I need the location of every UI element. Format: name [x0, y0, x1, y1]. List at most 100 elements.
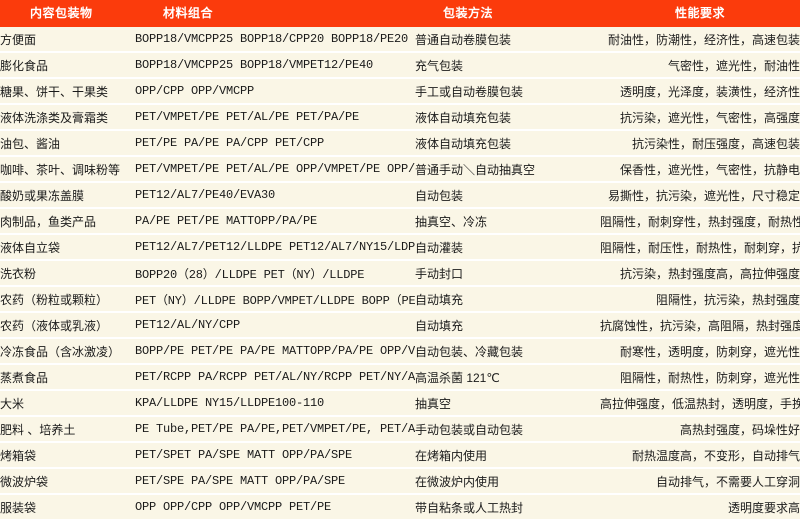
cell-content: 液体自立袋 [0, 234, 135, 261]
cell-performance: 抗污染，遮光性，气密性，高强度 [600, 104, 800, 131]
cell-method: 自动填充 [415, 312, 600, 339]
cell-content: 农药（粉粒或颗粒） [0, 286, 135, 313]
table-row: 液体洗涤类及膏霜类 PET/VMPET/PE PET/AL/PE PET/PA/P… [0, 104, 800, 131]
table-row: 酸奶或果冻盖膜 PET12/AL7/PE40/EVA30 自动包装 易撕性，抗污染，遮… [0, 182, 800, 209]
cell-method: 手动封口 [415, 260, 600, 287]
cell-material: PET12/AL7/PET12/LLDPE PET12/AL7/NY15/LDP… [135, 234, 415, 261]
table-row: 烤箱袋 PET/SPET PA/SPE MATT OPP/PA/SPE 在烤箱内使用… [0, 442, 800, 469]
table-row: 肥料 、培养土 PE Tube,PET/PE PA/PE,PET/VMPET/PE… [0, 416, 800, 443]
cell-method: 抽真空、冷冻 [415, 208, 600, 235]
table-row: 农药（粉粒或颗粒） PET（NY）/LLDPE BOPP/VMPET/LLDPE … [0, 286, 800, 313]
cell-material: PET/SPET PA/SPE MATT OPP/PA/SPE [135, 442, 415, 469]
column-header-material: 材料组合 [163, 6, 214, 20]
cell-performance: 耐油性，防潮性，经济性，高速包装 [600, 27, 800, 53]
cell-content: 肉制品，鱼类产品 [0, 208, 135, 235]
cell-material: BOPP18/VMCPP25 BOPP18/CPP20 BOPP18/PE20 [135, 27, 415, 53]
table-row: 微波炉袋 PET/SPE PA/SPE MATT OPP/PA/SPE 在微波炉内使… [0, 468, 800, 495]
table-body: 方便面 BOPP18/VMCPP25 BOPP18/CPP20 BOPP18/PE… [0, 27, 800, 519]
cell-performance: 高拉伸强度，低温热封，透明度，手挽强度高 [600, 390, 800, 417]
cell-performance: 阻隔性，耐刺穿性，热封强度，耐热性 [600, 208, 800, 235]
cell-material: PET/SPE PA/SPE MATT OPP/PA/SPE [135, 468, 415, 495]
cell-material: BOPP20（28）/LLDPE PET（NY）/LLDPE [135, 260, 415, 287]
cell-content: 蒸煮食品 [0, 364, 135, 391]
table-row: 大米 KPA/LLDPE NY15/LLDPE100-110 抽真空 高拉伸强度，低温… [0, 390, 800, 417]
cell-material: BOPP/PE PET/PE PA/PE MATTOPP/PA/PE OPP/V… [135, 338, 415, 365]
cell-content: 肥料 、培养土 [0, 416, 135, 443]
cell-material: OPP/CPP OPP/VMCPP [135, 78, 415, 105]
table-row: 油包、酱油 PET/PE PA/PE PA/CPP PET/CPP 液体自动填充包装… [0, 130, 800, 157]
column-header-performance: 性能要求 [674, 6, 725, 20]
cell-method: 液体自动填充包装 [415, 104, 600, 131]
cell-method: 在烤箱内使用 [415, 442, 600, 469]
cell-method: 自动包装、冷藏包装 [415, 338, 600, 365]
cell-content: 大米 [0, 390, 135, 417]
cell-performance: 气密性，遮光性，耐油性 [600, 52, 800, 79]
table-row: 冷冻食品（含冰激凌） BOPP/PE PET/PE PA/PE MATTOPP/P… [0, 338, 800, 365]
cell-method: 普通手动＼自动抽真空 [415, 156, 600, 183]
table-row: 方便面 BOPP18/VMCPP25 BOPP18/CPP20 BOPP18/PE… [0, 27, 800, 53]
cell-content: 服装袋 [0, 500, 37, 515]
cell-performance: 耐寒性，透明度，防刺穿，遮光性 [600, 338, 800, 365]
cell-content: 油包、酱油 [0, 130, 135, 157]
cell-performance: 阻隔性，耐压性，耐热性，耐刺穿，抗污染 [600, 234, 800, 261]
cell-content: 冷冻食品（含冰激凌） [0, 338, 135, 365]
cell-content: 液体洗涤类及膏霜类 [0, 104, 135, 131]
cell-material: PA/PE PET/PE MATTOPP/PA/PE [135, 208, 415, 235]
table-row: 蒸煮食品 PET/RCPP PA/RCPP PET/AL/NY/RCPP PET/… [0, 364, 800, 391]
cell-performance: 易撕性，抗污染，遮光性，尺寸稳定 [600, 182, 800, 209]
cell-method: 手动包装或自动包装 [415, 416, 600, 443]
table-row: 洗衣粉 BOPP20（28）/LLDPE PET（NY）/LLDPE 手动封口 抗污染… [0, 260, 800, 287]
cell-method: 高温杀菌 121℃ [415, 364, 600, 391]
table-row: 液体自立袋 PET12/AL7/PET12/LLDPE PET12/AL7/NY1… [0, 234, 800, 261]
cell-material: PE Tube,PET/PE PA/PE,PET/VMPET/PE, PET/A… [135, 416, 415, 443]
table-header-row: 内容包装物 材料组合 包装方法 性能要求 [0, 0, 800, 27]
cell-performance: 保香性，遮光性，气密性，抗静电 [600, 156, 800, 183]
cell-content: 方便面 [0, 27, 135, 53]
cell-content: 糖果、饼干、干果类 [0, 78, 135, 105]
cell-material: OPP OPP/CPP OPP/VMCPP PET/PE [135, 500, 332, 514]
column-header-content: 内容包装物 [30, 6, 93, 20]
cell-performance: 抗腐蚀性，抗污染，高阻隔，热封强度 [600, 312, 800, 339]
cell-performance: 耐热温度高，不变形，自动排气 [600, 442, 800, 469]
cell-performance: 高热封强度，码垛性好 [600, 416, 800, 443]
cell-method: 自动填充 [415, 286, 600, 313]
cell-method: 在微波炉内使用 [415, 468, 600, 495]
cell-material: PET（NY）/LLDPE BOPP/VMPET/LLDPE BOPP（PET）… [135, 286, 415, 313]
cell-material: BOPP18/VMCPP25 BOPP18/VMPET12/PE40 [135, 52, 415, 79]
cell-material: KPA/LLDPE NY15/LLDPE100-110 [135, 390, 415, 417]
cell-performance: 阻隔性，抗污染，热封强度 [600, 286, 800, 313]
cell-material: PET12/AL7/PE40/EVA30 [135, 182, 415, 209]
table-row: 膨化食品 BOPP18/VMCPP25 BOPP18/VMPET12/PE40 充气… [0, 52, 800, 79]
cell-method: 抽真空 [415, 390, 600, 417]
cell-material: PET/RCPP PA/RCPP PET/AL/NY/RCPP PET/NY/A… [135, 364, 415, 391]
cell-content: 膨化食品 [0, 52, 135, 79]
cell-material: PET12/AL/NY/CPP [135, 312, 415, 339]
cell-method: 普通自动卷膜包装 [415, 27, 600, 53]
cell-method: 自动包装 [415, 182, 600, 209]
cell-method: 液体自动填充包装 [415, 130, 600, 157]
cell-material: PET/PE PA/PE PA/CPP PET/CPP [135, 130, 415, 157]
cell-performance: 抗污染，热封强度高，高拉伸强度 [600, 260, 800, 287]
cell-material: PET/VMPET/PE PET/AL/PE PET/PA/PE [135, 104, 415, 131]
cell-material: PET/VMPET/PE PET/AL/PE OPP/VMPET/PE OPP/… [135, 156, 415, 183]
table-row: 肉制品，鱼类产品 PA/PE PET/PE MATTOPP/PA/PE 抽真空、冷冻… [0, 208, 800, 235]
table-row: 糖果、饼干、干果类 OPP/CPP OPP/VMCPP 手工或自动卷膜包装 透明度，光… [0, 78, 800, 105]
cell-method: 充气包装 [415, 52, 600, 79]
column-header-method: 包装方法 [443, 6, 494, 20]
cell-performance: 抗污染性，耐压强度，高速包装 [600, 130, 800, 157]
table-row: 服装袋 OPP OPP/CPP OPP/VMCPP PET/PE 带自粘条或人工热封… [0, 494, 800, 519]
table-row: 咖啡、茶叶、调味粉等 PET/VMPET/PE PET/AL/PE OPP/VMP… [0, 156, 800, 183]
cell-content: 咖啡、茶叶、调味粉等 [0, 156, 135, 183]
cell-content: 洗衣粉 [0, 260, 135, 287]
cell-content: 酸奶或果冻盖膜 [0, 182, 135, 209]
table-header: 内容包装物 材料组合 包装方法 性能要求 [0, 0, 800, 27]
cell-method: 自动灌装 [415, 234, 600, 261]
cell-performance: 透明度要求高 [727, 500, 800, 515]
table-row: 农药（液体或乳液） PET12/AL/NY/CPP 自动填充 抗腐蚀性，抗污染，高阻隔… [0, 312, 800, 339]
cell-performance: 阻隔性，耐热性，防刺穿，遮光性 [600, 364, 800, 391]
cell-content: 烤箱袋 [0, 442, 135, 469]
cell-method: 带自粘条或人工热封 [415, 500, 524, 515]
cell-content: 农药（液体或乳液） [0, 312, 135, 339]
